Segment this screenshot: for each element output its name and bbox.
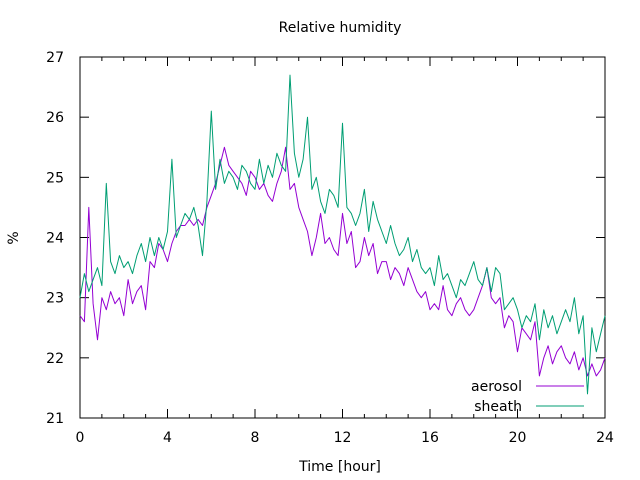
x-tick-label: 16 bbox=[421, 430, 439, 446]
series-line-sheath bbox=[79, 74, 606, 395]
series-line-aerosol bbox=[79, 146, 606, 377]
x-tick-label: 8 bbox=[251, 430, 260, 446]
x-tick-label: 20 bbox=[509, 430, 527, 446]
legend-label: sheath bbox=[474, 399, 522, 415]
y-tick-label: 27 bbox=[46, 50, 64, 66]
x-tick-label: 24 bbox=[596, 430, 614, 446]
axis-ticks: 0 4 8 12 16 20 24 21 22 23 24 25 26 27 bbox=[46, 50, 614, 446]
legend-label: aerosol bbox=[471, 379, 522, 395]
x-tick-label: 0 bbox=[76, 430, 85, 446]
y-tick-label: 23 bbox=[46, 291, 64, 307]
chart-title: Relative humidity bbox=[279, 20, 402, 36]
y-axis-label: % bbox=[6, 231, 22, 244]
y-tick-label: 21 bbox=[46, 411, 64, 427]
y-tick-label: 26 bbox=[46, 110, 64, 126]
series-layer bbox=[79, 74, 606, 395]
legend: aerosol sheath bbox=[471, 379, 584, 415]
x-axis-label: Time [hour] bbox=[298, 459, 381, 475]
y-tick-label: 25 bbox=[46, 170, 64, 186]
y-tick-label: 22 bbox=[46, 351, 64, 367]
x-tick-label: 12 bbox=[334, 430, 352, 446]
x-tick-label: 4 bbox=[163, 430, 172, 446]
y-tick-label: 24 bbox=[46, 231, 64, 247]
